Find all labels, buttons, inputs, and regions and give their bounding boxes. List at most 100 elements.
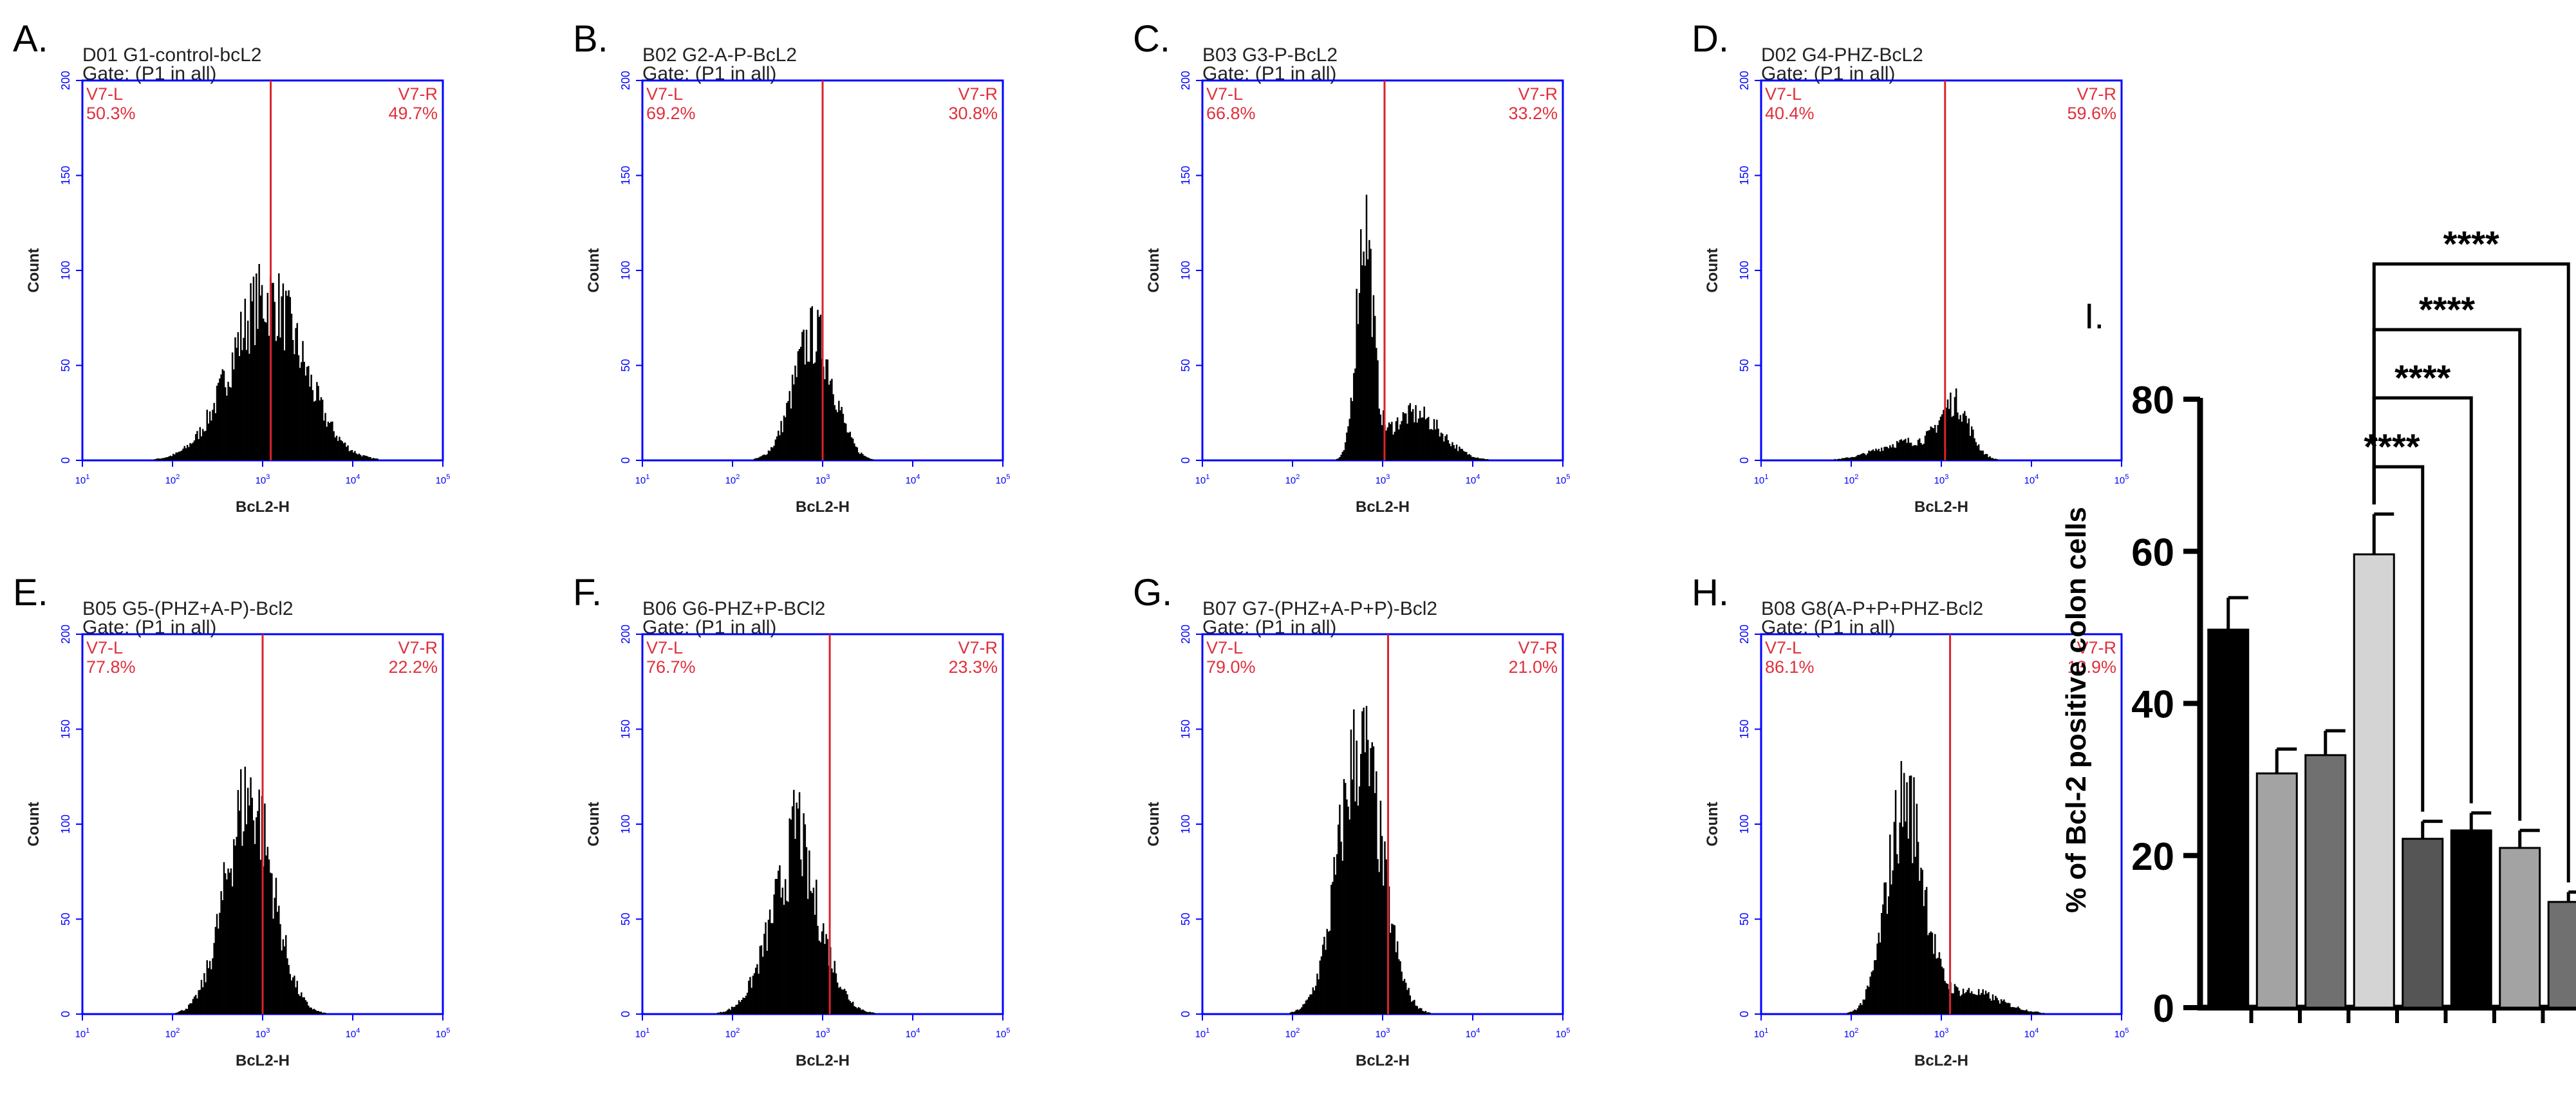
histogram-bin [741,1000,743,1014]
histogram-bin [1972,429,1974,460]
histogram-bin [263,318,265,460]
histogram-bin [209,411,211,460]
histogram-bin [258,789,260,1014]
histogram-bin [789,818,790,1014]
histogram-bin [1376,771,1377,1014]
histogram-bin [774,879,777,1014]
histogram-bin [805,847,808,1014]
histogram-bin [323,420,325,460]
histogram-bin [317,1011,319,1014]
histogram-bin [196,431,198,460]
histogram-bin [1414,999,1415,1014]
histogram-bin [1875,960,1877,1014]
histogram-bin [220,891,222,1014]
histogram-bin [365,455,368,460]
histogram-bin [1886,914,1889,1014]
histogram-bin [244,298,247,460]
histogram-bin [1930,931,1932,1014]
histogram-bin [1340,842,1342,1014]
histogram-bin [1372,295,1375,460]
histogram-bin [290,980,293,1014]
histogram-bin [776,436,778,460]
histogram-bin [229,386,230,460]
histogram-bin [299,368,301,460]
histogram-bin [237,332,239,460]
histogram-bin [1920,867,1922,1014]
histogram-bin [327,421,330,460]
histogram-bin [826,939,829,1014]
histogram-bin [794,365,796,460]
x-tick-label: 102 [1844,1027,1859,1040]
histogram-bin [845,423,847,460]
histogram-bin [1414,422,1415,460]
histogram-bin [1885,882,1887,1014]
histogram-bin [2004,1002,2006,1014]
histogram-bin [355,453,357,460]
histogram-bin [233,369,235,460]
left-region-label: V7-L [646,638,683,657]
histogram-bin [869,458,871,460]
histogram-bin [259,860,262,1014]
histogram-bars [716,789,875,1014]
y-axis-label: Count [1145,248,1162,292]
histogram-bin [1336,458,1338,460]
right-region-label: V7-R [2077,638,2116,657]
right-region-percent: 49.7% [388,104,438,123]
x-axis-label: BcL2-H [796,498,850,516]
histogram-bin [1467,455,1469,460]
histogram-bin [1905,438,1907,460]
histogram-bin [1959,415,1961,460]
histogram-bin [1398,429,1400,460]
histogram-bin [787,400,789,460]
histogram-bin [1917,842,1919,1014]
histogram-bin [1979,995,1981,1014]
histogram-bin [816,880,817,1014]
histogram-bin [1336,854,1338,1014]
histogram-bin [1364,752,1367,1014]
histogram-bin [351,449,353,460]
histogram-bin [205,431,207,460]
histogram-bin [1416,422,1418,460]
histogram-bin [169,455,172,460]
y-tick-label: 100 [1179,814,1192,834]
histogram-bin [1988,992,1990,1014]
y-tick-label: 200 [1738,71,1751,90]
histogram-bin [1982,989,1984,1014]
histogram-bin [1441,433,1444,460]
histogram-bin [1883,882,1885,1014]
histogram-bin [266,847,269,1014]
histogram-bin [1434,429,1437,460]
histogram-bin [1921,869,1923,1014]
histogram-bin [320,1012,322,1014]
histogram-bin [375,458,377,460]
histogram-bin [855,1006,857,1014]
histogram-bin [1934,934,1936,1014]
histogram-bin [823,923,825,1014]
histogram-bin [162,458,165,460]
histogram-bin [1951,993,1953,1014]
histogram-bin [1848,458,1851,460]
sample-title: B06 G6-PHZ+P-BCl2 [642,598,825,619]
histogram-bin [312,1009,314,1014]
histogram-bin [1481,458,1483,460]
histogram-bin [1907,838,1909,1014]
histogram-bin [1301,1007,1303,1014]
histogram-bin [796,802,798,1014]
histogram-bin [1368,240,1370,460]
x-tick-label: 105 [996,473,1011,486]
histogram-bin [205,982,207,1014]
y-axis-label: Count [1704,248,1721,292]
histogram-bin [1858,455,1860,460]
histogram-bin [1426,418,1428,460]
right-region-percent: 21.0% [1508,657,1558,677]
histogram-bin [812,887,815,1014]
histogram-bin [256,273,257,460]
histogram-bin [1992,458,1994,460]
histogram-bin [832,394,834,460]
histogram-bin [791,806,794,1014]
histogram-bars [154,264,378,460]
histogram-bin [1360,229,1362,460]
histogram-bin [803,330,805,460]
histogram-bin [1312,987,1314,1014]
histogram-bin [1977,989,1980,1014]
